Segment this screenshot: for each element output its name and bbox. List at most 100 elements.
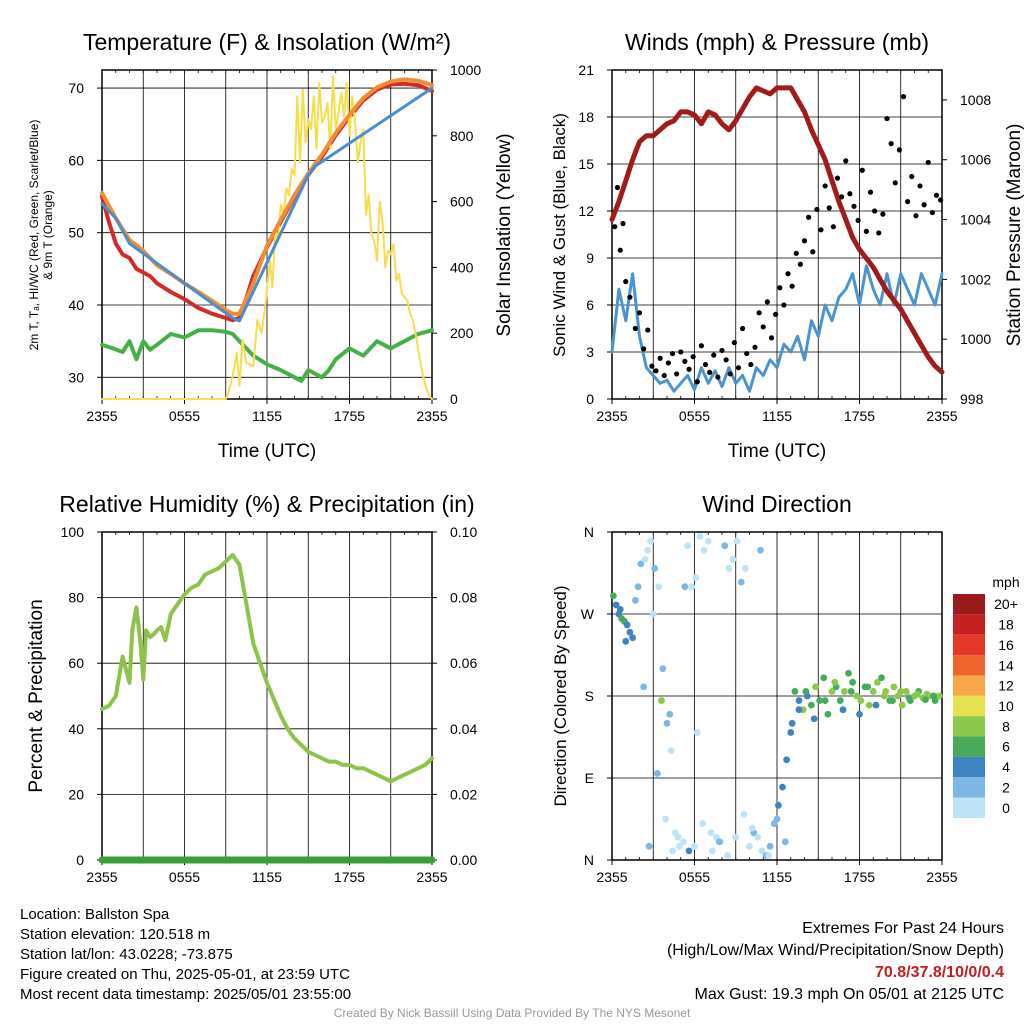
chart-title: Winds (mph) & Pressure (mb) xyxy=(625,29,929,55)
direction-point xyxy=(721,542,729,550)
x-tick-label: 1755 xyxy=(334,408,365,424)
direction-point xyxy=(773,815,781,823)
figure-created-text: Figure created on Thu, 2025-05-01, at 23… xyxy=(20,966,350,983)
direction-point xyxy=(922,696,929,704)
panel-temperature: 2355 0555 1155 1755 2355 Temperature (F) & In… xyxy=(27,29,515,462)
credit-text: Created By Nick Bassill Using Data Provi… xyxy=(333,1006,691,1020)
direction-point xyxy=(795,697,803,704)
direction-point xyxy=(647,537,654,545)
panel-humidity: 2355 0555 1155 1755 2355 Relative Humidity (%… xyxy=(26,491,477,885)
panel-wind-direction: 2355 0555 1155 1755 2355 Wind Direction N E S W N D… xyxy=(551,491,1020,885)
x-tick-label: 2355 xyxy=(416,869,447,885)
direction-point xyxy=(791,688,799,695)
gust-point xyxy=(669,350,676,357)
direction-point xyxy=(788,719,796,727)
gust-point xyxy=(702,361,709,368)
y-axis-label: Sonic Wind & Gust (Blue, Black) xyxy=(550,113,569,357)
gust-point xyxy=(636,310,643,316)
y-tick-label: 60 xyxy=(68,655,84,671)
direction-point xyxy=(878,674,885,682)
direction-point xyxy=(889,697,896,704)
y-tick-label: 15 xyxy=(578,156,594,172)
direction-point xyxy=(696,533,704,540)
y-right-tick-label: 0.00 xyxy=(450,852,477,868)
gust-point xyxy=(789,283,795,289)
gust-point xyxy=(806,214,812,220)
direction-point xyxy=(640,683,648,691)
direction-point xyxy=(699,820,707,827)
direction-point xyxy=(810,715,818,723)
gust-point xyxy=(719,347,725,354)
gust-point xyxy=(876,230,882,236)
direction-point xyxy=(856,710,863,718)
gust-point xyxy=(686,366,692,372)
direction-point xyxy=(688,583,696,591)
chart-title: Wind Direction xyxy=(702,491,852,517)
direction-point xyxy=(623,621,631,629)
direction-point xyxy=(626,628,634,636)
gust-point xyxy=(843,158,849,164)
direction-point xyxy=(758,847,766,855)
direction-point xyxy=(746,842,753,850)
gust-point xyxy=(627,294,633,300)
y-right-tick-label: 0.08 xyxy=(450,590,477,606)
gust-point xyxy=(929,209,935,216)
gust-point xyxy=(797,261,803,267)
chart-title: Temperature (F) & Insolation (W/m²) xyxy=(83,29,451,55)
y-right-tick-label: 0 xyxy=(450,391,458,407)
legend-label: 14 xyxy=(998,657,1014,673)
legend-label: 8 xyxy=(1002,718,1010,734)
direction-point xyxy=(651,565,659,572)
series-sonic-wind xyxy=(610,264,944,393)
gust-point xyxy=(900,94,907,100)
legend-swatch xyxy=(953,614,985,635)
gust-point xyxy=(777,285,783,291)
legend-label: 18 xyxy=(998,617,1014,633)
direction-point xyxy=(787,729,795,736)
series-dewpoint xyxy=(100,328,434,383)
gust-point xyxy=(872,208,878,214)
direction-point xyxy=(828,688,836,695)
direction-point xyxy=(880,692,888,700)
direction-point xyxy=(649,610,657,618)
y-tick-label: 20 xyxy=(68,786,84,802)
legend-label: 12 xyxy=(998,678,1014,694)
direction-point xyxy=(725,565,733,572)
x-tick-label: 2355 xyxy=(596,408,627,424)
y-tick-label: 50 xyxy=(68,225,84,241)
direction-point xyxy=(692,574,700,581)
x-tick-label: 2355 xyxy=(86,408,117,424)
gust-point xyxy=(645,327,651,333)
legend-label: 2 xyxy=(1002,779,1010,795)
y-axis-label-line: & 9m T (Orange) xyxy=(41,190,55,280)
direction-point xyxy=(741,565,749,572)
direction-point xyxy=(869,688,877,695)
gust-point xyxy=(731,340,737,346)
direction-point xyxy=(864,683,872,691)
recent-data-text: Most recent data timestamp: 2025/05/01 2… xyxy=(20,986,352,1003)
extremes-panel: Extremes For Past 24 Hours (High/Low/Max… xyxy=(667,918,1004,1006)
y-tick-label: 80 xyxy=(68,590,84,606)
gust-point xyxy=(933,192,940,198)
gust-point xyxy=(896,147,902,153)
direction-point xyxy=(729,555,737,563)
y-axis-label-line: 2m T, Tₐ, HI/WC (Red, Green, Scarlet/Blu… xyxy=(27,120,41,351)
extremes-subtitle: (High/Low/Max Wind/Precipitation/Snow De… xyxy=(666,942,1004,959)
direction-point xyxy=(816,697,824,704)
gust-point xyxy=(641,346,647,352)
station-info: Location: Ballston Spa Station elevation… xyxy=(20,905,351,1005)
gust-point xyxy=(921,202,927,208)
gust-point xyxy=(735,365,742,371)
y-axis-label: Percent & Precipitation xyxy=(26,599,47,792)
legend-swatch xyxy=(953,716,985,737)
direction-point xyxy=(748,824,756,832)
y-tick-label: 60 xyxy=(68,152,84,168)
direction-point xyxy=(609,592,617,600)
y-right-tick-label: 998 xyxy=(960,391,984,407)
y-tick-label: 0 xyxy=(586,391,594,407)
gust-point xyxy=(826,205,832,211)
y-tick-label: W xyxy=(581,606,595,622)
y-axis-label: Direction (Colored By Speed) xyxy=(551,585,570,806)
direction-point xyxy=(675,842,683,850)
